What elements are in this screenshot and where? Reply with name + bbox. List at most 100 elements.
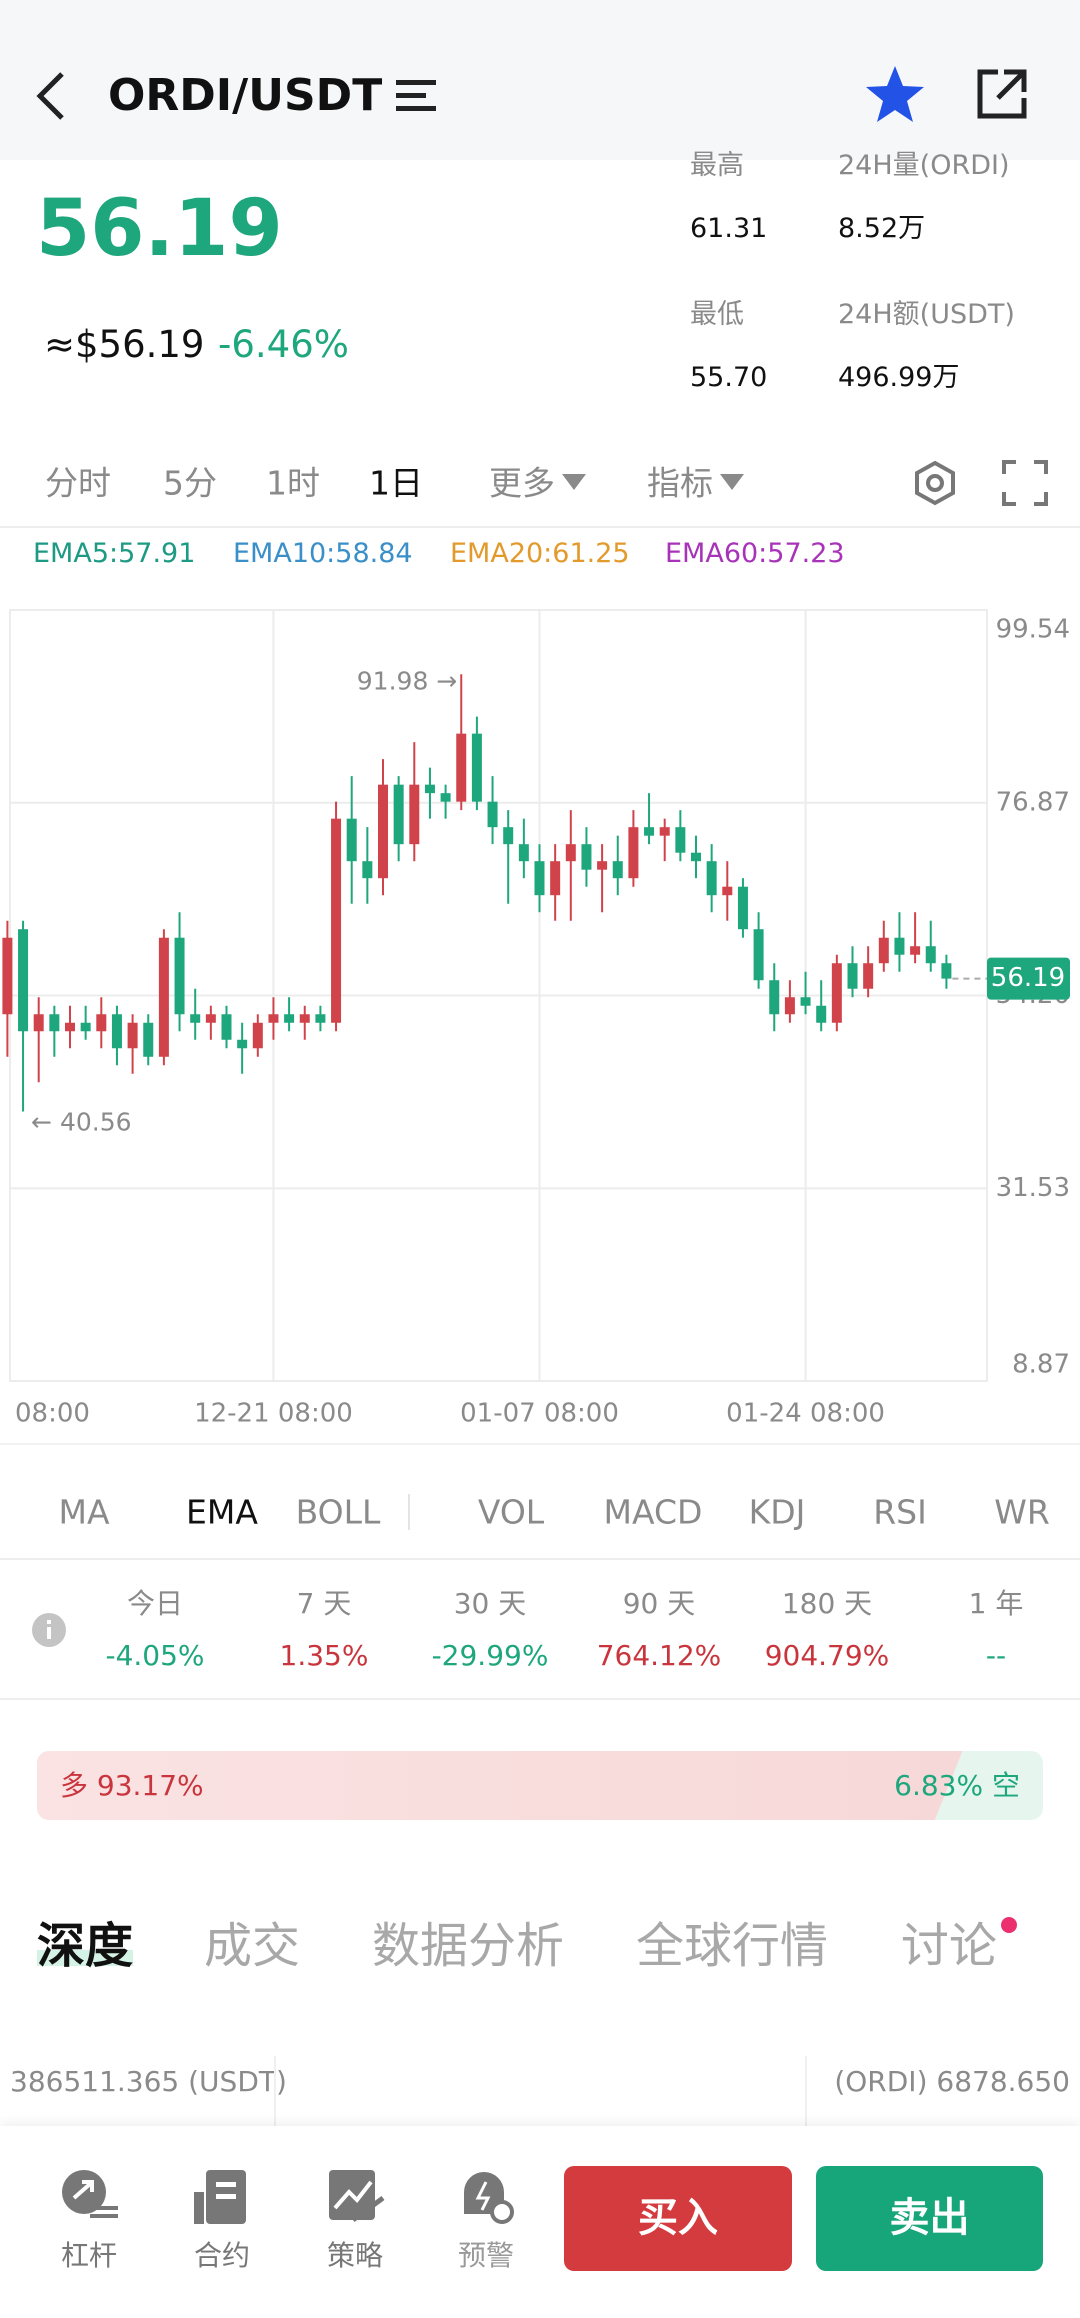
indicator-tab[interactable]: MACD [603, 1492, 703, 1532]
alert-icon[interactable] [456, 2168, 516, 2226]
candle-body [346, 818, 357, 862]
period-label: 180 天 [781, 1587, 873, 1620]
nav-label[interactable]: 合约 [193, 2239, 251, 2272]
section-highlight [37, 1950, 133, 1966]
interval-tab[interactable]: 1时 [266, 463, 320, 503]
candle-body [518, 844, 529, 862]
section-tab-active[interactable]: 深度 [37, 1918, 134, 1974]
candle-body [393, 784, 404, 845]
period-change: -4.05% [105, 1639, 205, 1672]
indicator-tab[interactable]: MA [58, 1492, 110, 1532]
stat-label: 24H额(USDT) [838, 299, 1015, 330]
candle-body [143, 1022, 154, 1057]
candle-body [158, 937, 169, 1057]
x-tick-label: 01-24 08:00 [726, 1399, 885, 1429]
long-short-bar [37, 1751, 1043, 1820]
period-change: -29.99% [431, 1639, 549, 1672]
candle-body [221, 1014, 232, 1040]
candle-body [878, 937, 889, 964]
candle-body [487, 801, 498, 828]
interval-tab[interactable]: 更多 [489, 463, 555, 503]
period-change: 764.12% [596, 1639, 722, 1672]
indicator-tab-active[interactable]: EMA [186, 1492, 258, 1532]
candle-body [174, 937, 185, 1015]
settings-icon[interactable] [912, 460, 958, 506]
long-label: 多 93.17% [60, 1769, 204, 1802]
candle-body [424, 784, 435, 794]
interval-tab[interactable]: 分时 [45, 463, 111, 503]
sell-button[interactable]: 卖出 [816, 2166, 1043, 2271]
candle-body [33, 1014, 44, 1032]
pair-title: ORDI/USDT [108, 70, 383, 121]
candle-body [205, 1014, 216, 1023]
candle-body [331, 818, 342, 1023]
x-tick-label: 01-07 08:00 [460, 1399, 619, 1429]
stat-label: 最低 [690, 299, 744, 330]
separator [408, 1494, 410, 1530]
candle-body [925, 946, 936, 964]
share-button[interactable] [974, 66, 1030, 122]
candle-body [456, 733, 467, 802]
nav-label[interactable]: 杠杆 [60, 2239, 118, 2272]
back-button[interactable] [32, 70, 72, 122]
buy-button[interactable]: 买入 [564, 2166, 792, 2271]
period-change: 904.79% [764, 1639, 890, 1672]
contract-icon[interactable] [192, 2168, 252, 2226]
last-price: 56.19 [36, 184, 283, 274]
candle-body [190, 1014, 201, 1023]
candle-body [299, 1014, 310, 1023]
candle-body [127, 1022, 138, 1049]
candle-body [565, 844, 576, 862]
period-change: -- [985, 1639, 1007, 1672]
candle-body [268, 1014, 279, 1023]
period-label: 30 天 [453, 1587, 527, 1620]
candle-body [675, 827, 686, 853]
candle-body [65, 1022, 75, 1032]
x-tick-label: 12-21 08:00 [194, 1399, 353, 1429]
indicator-tab[interactable]: RSI [873, 1492, 927, 1532]
pair-menu[interactable] [396, 78, 438, 114]
indicator-tab[interactable]: VOL [477, 1492, 545, 1532]
candle-body [769, 980, 780, 1015]
info-icon[interactable] [31, 1612, 67, 1648]
section-tab[interactable]: 全球行情 [636, 1918, 829, 1974]
section-tab[interactable]: 成交 [204, 1918, 301, 1974]
interval-tab-active[interactable]: 1日 [369, 463, 423, 503]
candle-body [863, 963, 874, 989]
candle-body [597, 861, 608, 870]
period-label: 90 天 [622, 1587, 696, 1620]
long-share [37, 1751, 963, 1820]
fullscreen-icon[interactable] [1002, 460, 1048, 506]
section-tab[interactable]: 数据分析 [372, 1918, 565, 1974]
interval-tab[interactable]: 指标 [647, 463, 713, 503]
candle-body [722, 886, 733, 896]
candle-body [706, 861, 717, 896]
section-tab[interactable]: 讨论 [901, 1918, 998, 1974]
indicator-tab[interactable]: KDJ [748, 1492, 806, 1532]
candle-body [409, 784, 420, 845]
candle-body [831, 963, 842, 1023]
nav-label[interactable]: 预警 [457, 2239, 515, 2272]
usd-price: ≈$56.19 [44, 323, 205, 366]
favorite-star[interactable] [864, 64, 926, 124]
stat-value: 8.52万 [838, 213, 926, 244]
dropdown-arrow [720, 474, 744, 490]
candle-body [18, 929, 29, 1032]
nav-label[interactable]: 策略 [326, 2239, 384, 2272]
indicator-tab[interactable]: BOLL [295, 1492, 381, 1532]
indicator-tab[interactable]: WR [994, 1492, 1050, 1532]
strategy-icon[interactable] [325, 2168, 385, 2226]
margin-icon[interactable] [60, 2168, 120, 2224]
dropdown-arrow [562, 474, 586, 490]
notification-dot [1001, 1917, 1017, 1933]
y-tick-label: 99.54 [996, 615, 1070, 645]
candle-body [471, 733, 482, 802]
x-tick-label: 08:00 [15, 1399, 90, 1429]
candle-body [659, 827, 670, 836]
low-annotation: ← 40.56 [31, 1108, 131, 1137]
candle-body [378, 784, 388, 879]
candle-body [503, 827, 514, 845]
interval-tab[interactable]: 5分 [163, 463, 217, 503]
divider [0, 1558, 1080, 1560]
